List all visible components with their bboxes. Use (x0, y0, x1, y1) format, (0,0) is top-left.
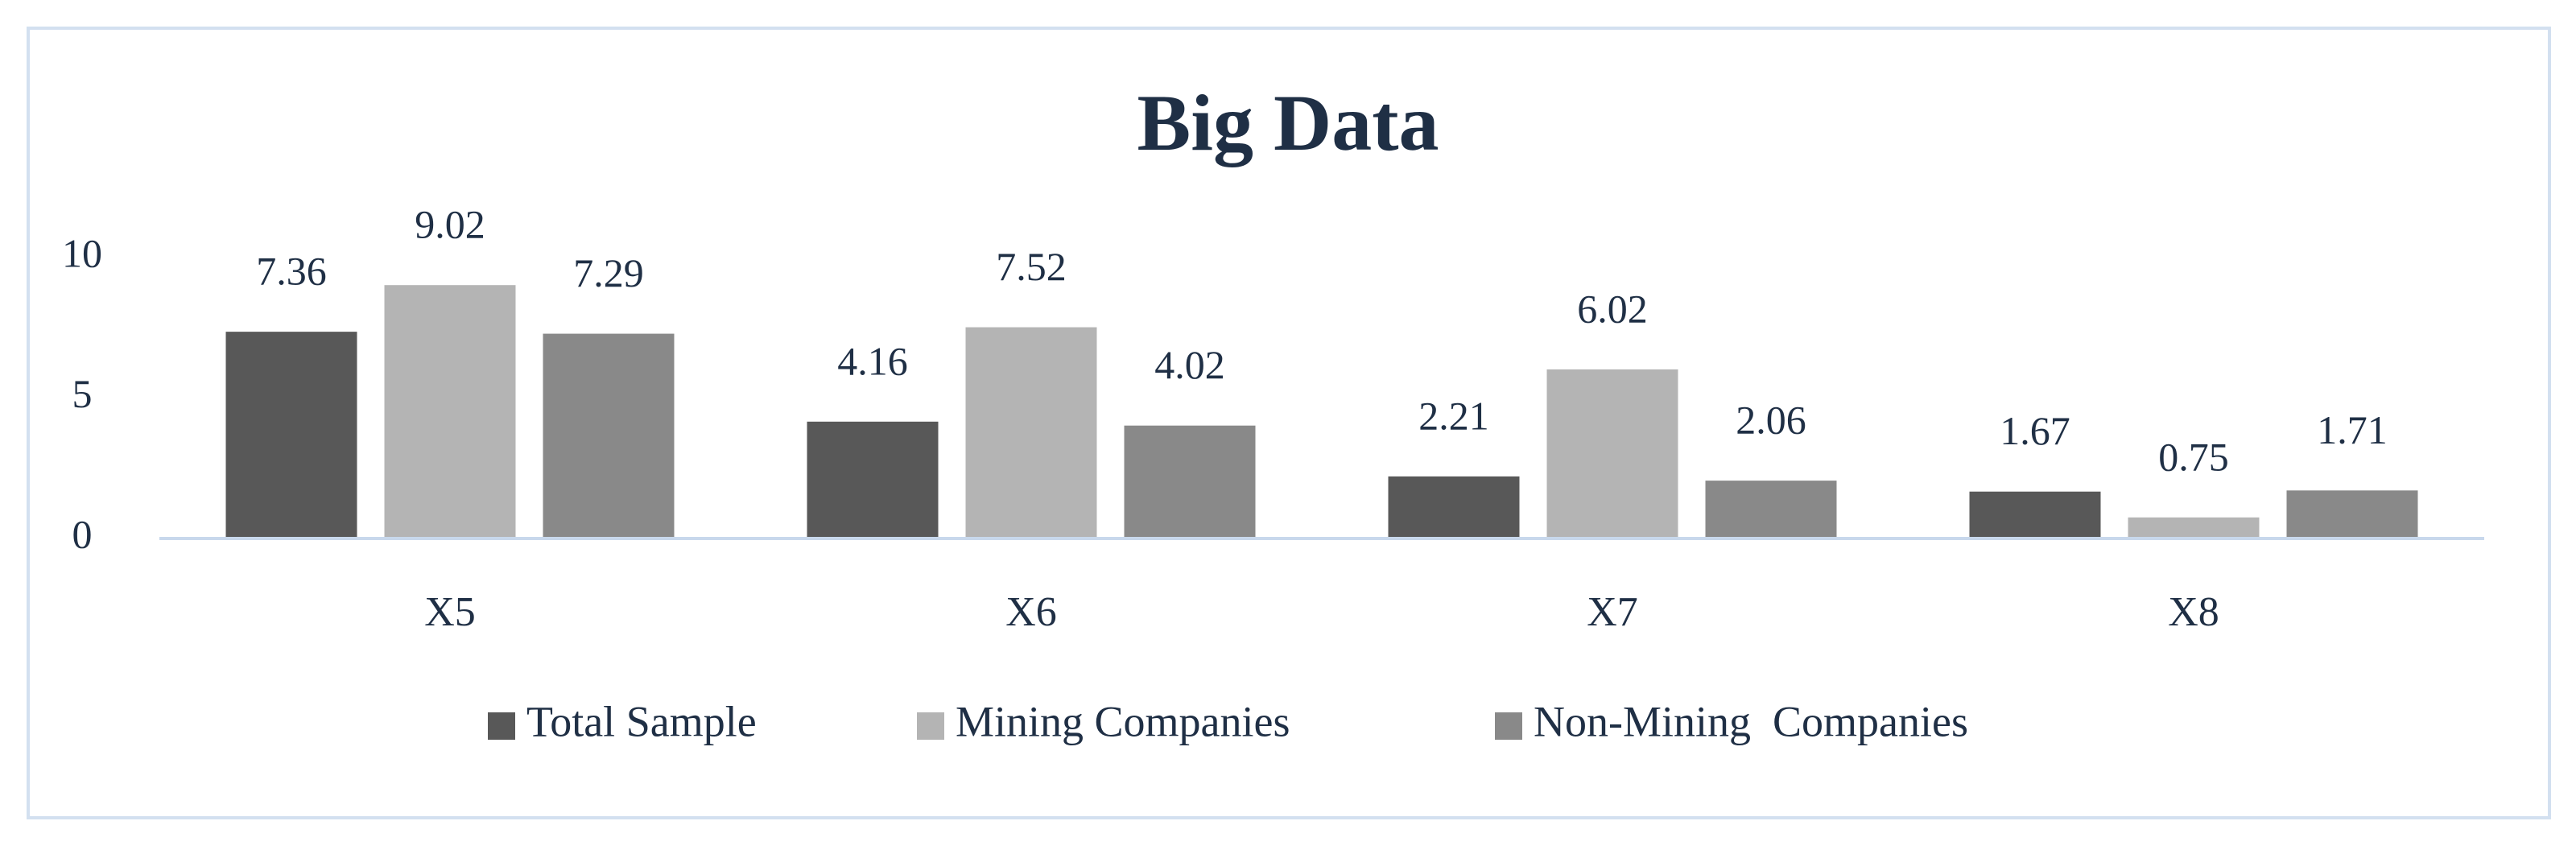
legend-swatch (917, 712, 944, 740)
bar (543, 333, 675, 538)
bar (384, 285, 516, 538)
value-label: 2.21 (1418, 393, 1489, 438)
x-tick-label: X7 (1587, 589, 1638, 635)
bar (225, 332, 357, 538)
bar (1124, 425, 1256, 538)
bar (1546, 369, 1678, 538)
bar (1705, 481, 1837, 538)
y-tick-label: 10 (62, 230, 102, 275)
x-tick-label: X6 (1005, 589, 1057, 635)
x-tick-label: X5 (424, 589, 476, 635)
bar (1969, 491, 2101, 538)
legend-swatch (488, 712, 515, 740)
value-label: 2.06 (1736, 398, 1806, 443)
value-label: 0.75 (2158, 434, 2229, 479)
legend-label: Total Sample (526, 697, 757, 745)
value-label: 7.52 (996, 244, 1067, 289)
x-tick-label: X8 (2168, 589, 2219, 635)
value-label: 7.29 (573, 250, 644, 295)
value-label: 4.02 (1154, 342, 1225, 387)
bar (2128, 517, 2260, 538)
legend-label: Non-Mining Companies (1534, 697, 1968, 745)
y-tick-label: 5 (72, 371, 93, 416)
chart-title: Big Data (1137, 78, 1439, 167)
legend-swatch (1495, 712, 1522, 740)
bar (1388, 476, 1520, 538)
bar (807, 421, 939, 538)
y-tick-label: 0 (72, 511, 93, 556)
bar (965, 327, 1097, 538)
legend-label: Mining Companies (956, 697, 1290, 745)
value-label: 4.16 (837, 338, 908, 383)
value-label: 1.67 (2000, 408, 2070, 453)
value-label: 1.71 (2317, 407, 2388, 452)
bar (2286, 490, 2418, 538)
value-label: 7.36 (256, 249, 327, 294)
value-label: 9.02 (415, 202, 485, 247)
value-label: 6.02 (1577, 286, 1648, 331)
